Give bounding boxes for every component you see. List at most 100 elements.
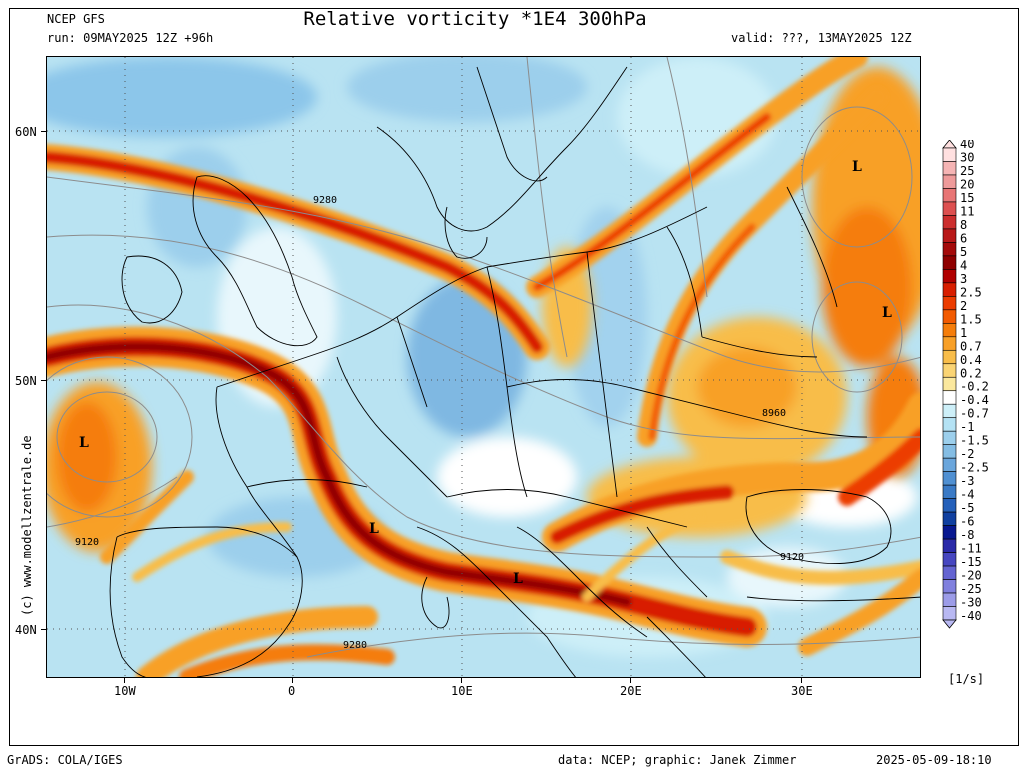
legend-swatch	[942, 201, 957, 216]
low-marker: L	[852, 159, 862, 175]
timestamp: 2025-05-09-18:10	[876, 753, 992, 767]
legend-swatch	[942, 565, 957, 580]
legend-label: 15	[960, 191, 974, 205]
color-legend: 40 30 25 20 15 11 8 6 5 4 3 2.5 2 1.5 1 0.7 0.4 0.2 -0.2 -0…	[940, 137, 1020, 630]
legend-swatch	[942, 323, 957, 338]
low-marker: L	[513, 571, 523, 587]
legend-arrow-top	[942, 139, 957, 149]
grads-credit: GrADS: COLA/IGES	[7, 753, 123, 767]
legend-label: -0.7	[960, 407, 989, 421]
lat-tick	[41, 380, 46, 381]
legend-swatch	[942, 538, 957, 553]
legend-label: -1.5	[960, 434, 989, 448]
legend-label: -25	[960, 582, 982, 596]
legend-label: 0.2	[960, 366, 982, 380]
legend-scale: 403025201511865432.521.510.70.40.2-0.2-0…	[942, 137, 989, 629]
low-marker: L	[882, 305, 892, 321]
legend-swatch	[942, 174, 957, 189]
legend-swatch	[942, 552, 957, 567]
legend-swatch	[942, 188, 957, 203]
legend-label: -2	[960, 447, 974, 461]
lon-tick	[630, 678, 631, 683]
map-title: Relative vorticity *1E4 300hPa	[303, 8, 647, 30]
legend-swatch	[942, 457, 957, 472]
lon-tick	[124, 678, 125, 683]
legend-swatch	[942, 525, 957, 540]
legend-swatch	[942, 511, 957, 526]
legend-label: 25	[960, 164, 974, 178]
lon-label-10w: 10W	[114, 684, 136, 698]
contour-label: 9120	[75, 537, 99, 548]
vorticity-map: L L L L L 9280 8960 9120 9120 9280	[46, 56, 921, 678]
lon-label-30e: 30E	[791, 684, 813, 698]
legend-label: -40	[960, 609, 982, 623]
units-label: [1/s]	[948, 672, 985, 686]
legend-swatch	[942, 309, 957, 324]
legend-label: 4	[960, 258, 967, 272]
contour-label: 9280	[313, 195, 337, 206]
legend-swatch	[942, 363, 957, 378]
data-credit: data: NCEP; graphic: Janek Zimmer	[558, 753, 797, 767]
lon-label-20e: 20E	[620, 684, 642, 698]
legend-label: 5	[960, 245, 967, 259]
legend-label: 8	[960, 218, 967, 232]
lat-tick	[41, 131, 46, 132]
legend-label: 1	[960, 326, 967, 340]
legend-swatch	[942, 498, 957, 513]
lat-tick	[41, 629, 46, 630]
contour-label: 8960	[762, 408, 786, 419]
legend-label: -2.5	[960, 461, 989, 475]
contour-label: 9120	[780, 552, 804, 563]
copyright-text: (c) www.modellzentrale.de	[20, 435, 34, 616]
legend-swatch	[942, 606, 957, 621]
legend-swatch	[942, 336, 957, 351]
legend-swatch	[942, 147, 957, 162]
legend-swatch	[942, 417, 957, 432]
legend-swatch	[942, 282, 957, 297]
map-canvas: L L L L L 9280 8960 9120 9120 9280	[47, 57, 920, 677]
legend-label: -1	[960, 420, 974, 434]
low-marker: L	[369, 521, 379, 537]
legend-swatch	[942, 403, 957, 419]
lon-tick	[801, 678, 802, 683]
coastlines-borders	[109, 66, 920, 677]
legend-label: -5	[960, 501, 974, 515]
legend-label: -11	[960, 542, 982, 556]
legend-label: 30	[960, 150, 974, 164]
lat-label-60n: 60N	[15, 125, 37, 139]
legend-swatch	[942, 592, 957, 607]
legend-swatch	[942, 296, 957, 311]
contour-label: 9280	[343, 640, 367, 651]
legend-label: 1.5	[960, 312, 982, 326]
legend-label: -4	[960, 488, 974, 502]
legend-label: 11	[960, 204, 974, 218]
contour-labels: 9280 8960 9120 9120 9280	[75, 195, 804, 651]
legend-swatch	[942, 269, 957, 284]
legend-swatch	[942, 484, 957, 499]
lon-label-0: 0	[288, 684, 296, 698]
legend-label: -15	[960, 555, 982, 569]
vorticity-bands	[47, 57, 920, 677]
legend-label: 2.5	[960, 285, 982, 299]
lon-tick	[292, 678, 293, 683]
legend-swatch	[942, 255, 957, 270]
lon-label-10e: 10E	[451, 684, 473, 698]
legend-label: 3	[960, 272, 967, 286]
legend-label: -3	[960, 474, 974, 488]
lat-label-40n: 40N	[15, 623, 37, 637]
legend-label: 0.7	[960, 339, 982, 353]
legend-swatch	[942, 161, 957, 176]
legend-label: -8	[960, 528, 974, 542]
legend-label: -20	[960, 569, 982, 583]
legend-label: 20	[960, 177, 974, 191]
legend-label: 6	[960, 231, 967, 245]
lon-tick	[461, 678, 462, 683]
lat-label-50n: 50N	[15, 374, 37, 388]
legend-label: -0.2	[960, 380, 989, 394]
run-info: run: 09MAY2025 12Z +96h	[47, 31, 214, 45]
legend-swatch	[942, 390, 957, 405]
height-contours	[47, 57, 920, 658]
legend-swatch	[942, 215, 957, 230]
legend-swatch	[942, 376, 957, 392]
legend-label: 0.4	[960, 353, 982, 367]
